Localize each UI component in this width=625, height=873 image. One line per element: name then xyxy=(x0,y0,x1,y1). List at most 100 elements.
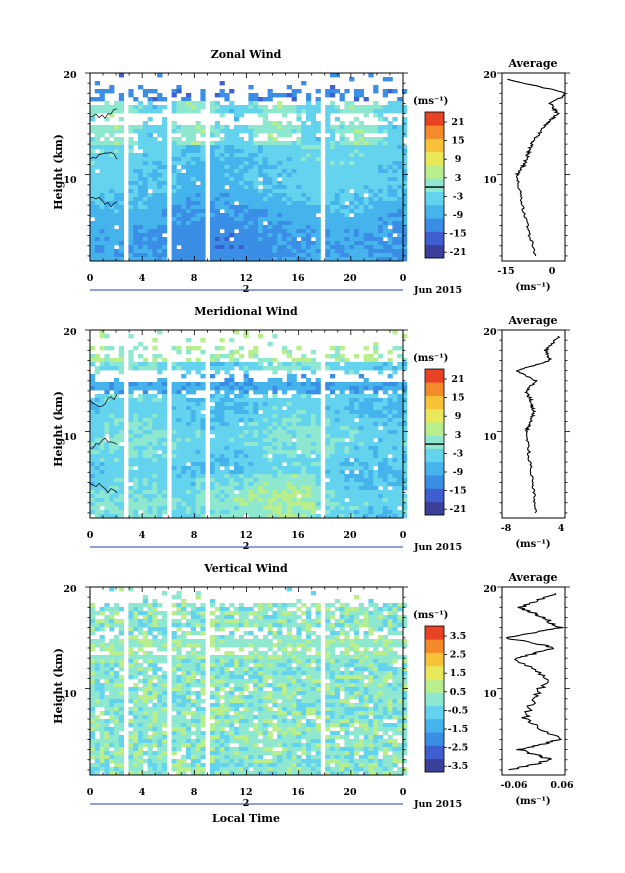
heatmap-cell xyxy=(118,354,124,359)
heatmap-cell xyxy=(368,510,374,515)
heatmap-cell xyxy=(171,217,177,222)
heatmap-cell xyxy=(334,402,340,407)
heatmap-cell xyxy=(224,494,230,499)
average-profile-line xyxy=(497,329,570,514)
colorbar-segment xyxy=(425,191,444,206)
heatmap-cell xyxy=(349,129,355,134)
heatmap-cell xyxy=(99,189,105,194)
heatmap-cell xyxy=(114,366,120,371)
heatmap-cell xyxy=(363,478,369,483)
heatmap-cell xyxy=(344,193,350,198)
heatmap-cell xyxy=(190,502,196,507)
y-axis-label: Height (km) xyxy=(52,134,65,210)
heatmap-cell xyxy=(253,133,259,138)
heatmap-cell xyxy=(152,245,158,250)
heatmap-cell xyxy=(272,478,278,483)
heatmap-cell xyxy=(238,450,244,455)
heatmap-cell xyxy=(200,482,206,487)
heatmap-cell xyxy=(286,129,292,134)
heatmap-cell xyxy=(397,394,403,399)
heatmap-cell xyxy=(277,422,283,427)
heatmap-cell xyxy=(171,173,177,178)
heatmap-cell xyxy=(195,454,201,459)
heatmap-cell xyxy=(349,490,355,495)
heatmap-cell xyxy=(114,386,120,391)
heatmap-cell xyxy=(94,145,100,150)
heatmap-cell xyxy=(229,474,235,479)
heatmap-cell xyxy=(291,366,297,371)
heatmap-cell xyxy=(162,430,168,435)
heatmap-cell xyxy=(387,109,393,114)
heatmap-cell xyxy=(90,209,96,214)
heatmap-cell xyxy=(286,177,292,182)
heatmap-cell xyxy=(181,193,187,198)
heatmap-cell xyxy=(162,97,168,102)
heatmap-cell xyxy=(157,330,163,335)
heatmap-cell xyxy=(373,129,379,134)
heatmap-cell xyxy=(282,141,288,146)
heatmap-cell xyxy=(118,454,124,459)
heatmap-cell xyxy=(210,374,216,379)
heatmap-cell xyxy=(277,362,283,367)
heatmap-cell xyxy=(214,169,220,174)
heatmap-cell xyxy=(301,165,307,170)
heatmap-cell xyxy=(363,197,369,202)
heatmap-cell xyxy=(99,145,105,150)
heatmap-cell xyxy=(334,249,340,254)
heatmap-cell xyxy=(200,245,206,250)
heatmap-cell xyxy=(186,141,192,146)
heatmap-cell xyxy=(229,510,235,515)
heatmap-cell xyxy=(94,474,100,479)
colorbar-segment xyxy=(425,178,444,192)
heatmap-cell xyxy=(195,101,201,106)
x-tick-label: 0 xyxy=(400,530,407,541)
heatmap-cell xyxy=(118,245,124,250)
heatmap-cell xyxy=(330,502,336,507)
heatmap-cell xyxy=(248,378,254,383)
heatmap-cell xyxy=(272,450,278,455)
heatmap-cell xyxy=(190,410,196,415)
heatmap-cell xyxy=(325,257,331,262)
heatmap-cell xyxy=(243,486,249,491)
heatmap-cell xyxy=(363,137,369,142)
heatmap-cell xyxy=(344,442,350,447)
heatmap-cell xyxy=(296,406,302,411)
heatmap-cell xyxy=(397,149,403,154)
heatmap-cell xyxy=(286,362,292,367)
heatmap-cell xyxy=(190,390,196,395)
heatmap-cell xyxy=(267,181,273,186)
heatmap-cell xyxy=(282,446,288,451)
heatmap-cell xyxy=(190,426,196,431)
heatmap-cell xyxy=(162,438,168,443)
colorbar-segment xyxy=(425,125,444,139)
heatmap-cell xyxy=(133,510,139,515)
heatmap-cell xyxy=(229,245,235,250)
heatmap-cell xyxy=(354,221,360,226)
heatmap-cell xyxy=(397,109,403,114)
heatmap-cell xyxy=(152,225,158,230)
heatmap-cell xyxy=(186,237,192,242)
heatmap-cell xyxy=(363,153,369,158)
heatmap-cell xyxy=(397,101,403,106)
heatmap-cell xyxy=(392,101,398,106)
heatmap-cell xyxy=(310,382,316,387)
heatmap-cell xyxy=(142,145,148,150)
heatmap-cell xyxy=(229,482,235,487)
heatmap-cell xyxy=(310,245,316,250)
heatmap-cell xyxy=(349,466,355,471)
heatmap-cell xyxy=(114,125,120,130)
heatmap-cell xyxy=(114,253,120,258)
average-title: Average xyxy=(507,314,557,327)
heatmap-cell xyxy=(234,514,240,519)
heatmap-cell xyxy=(402,382,408,387)
heatmap-cell xyxy=(243,422,249,427)
heatmap-cell xyxy=(152,434,158,439)
heatmap-cell xyxy=(325,394,331,399)
heatmap-cell xyxy=(94,414,100,419)
heatmap-cell xyxy=(214,145,220,150)
heatmap-cell xyxy=(392,129,398,134)
heatmap-cell xyxy=(195,438,201,443)
heatmap-cell xyxy=(99,386,105,391)
heatmap-cell xyxy=(334,165,340,170)
heatmap-cell xyxy=(349,406,355,411)
